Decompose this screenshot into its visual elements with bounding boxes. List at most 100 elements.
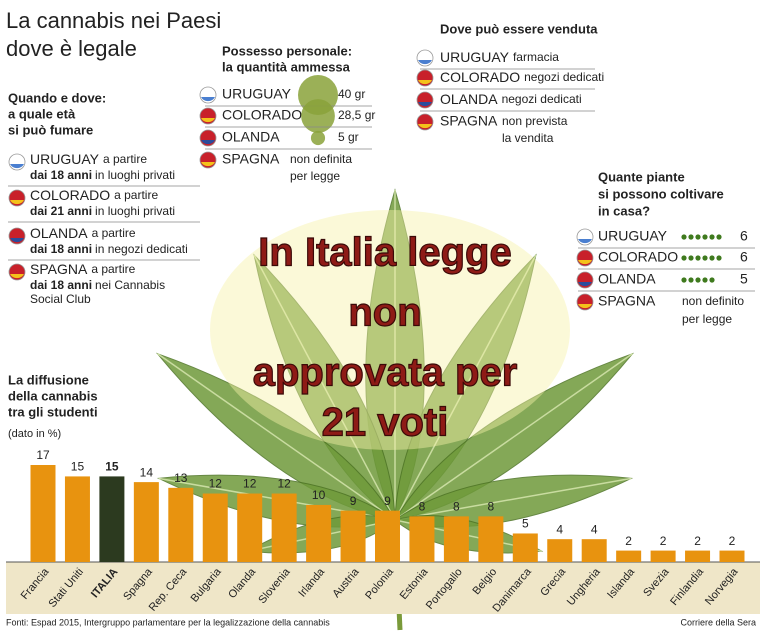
- plant-dot: [695, 255, 701, 261]
- row-line: dai 18 anni in negozi dedicati: [30, 242, 188, 256]
- value-label: 12: [243, 477, 257, 491]
- plant-dot: [688, 277, 694, 283]
- bar: [719, 550, 745, 562]
- leaflet-vein: [394, 477, 632, 521]
- country-name: URUGUAY: [440, 49, 510, 65]
- country-name: COLORADO: [30, 187, 110, 203]
- row-line: OLANDA negozi dedicati: [440, 91, 582, 107]
- row-line: COLORADO negozi dedicati: [440, 69, 604, 85]
- country-name: URUGUAY: [30, 151, 100, 167]
- amount-circle: [301, 99, 335, 133]
- value-label: 8: [488, 500, 495, 514]
- sale-where: farmacia: [513, 50, 559, 64]
- flag-band: [578, 260, 592, 265]
- bar: [581, 539, 607, 562]
- value-label: 4: [556, 522, 563, 536]
- section-heading: Dove può essere venduta: [440, 21, 598, 36]
- plant-dot: [709, 234, 715, 240]
- section-heading: Possesso personale:: [222, 43, 352, 58]
- bar: [478, 516, 504, 562]
- plant-dot: [709, 277, 715, 283]
- chart-title: La diffusione: [8, 372, 89, 387]
- row-line: OLANDA a partire: [30, 225, 136, 241]
- glow: [210, 210, 570, 450]
- row-line: dai 18 anni in luoghi privati: [30, 168, 175, 182]
- amount-label: 28,5 gr: [338, 108, 375, 122]
- country-name: SPAGNA: [30, 261, 88, 277]
- sale-where: non prevista: [502, 114, 568, 128]
- leaflet-vein: [394, 254, 537, 521]
- age-value: dai 18 anni: [30, 242, 92, 256]
- flag-band: [418, 80, 432, 85]
- credit: Corriere della Sera: [680, 617, 756, 627]
- bar: [237, 493, 263, 562]
- country-name: OLANDA: [440, 91, 498, 107]
- value-label: 12: [209, 477, 223, 491]
- bar: [168, 487, 194, 562]
- age-place: in luoghi privati: [95, 204, 175, 218]
- row-line: SPAGNA a partire: [30, 261, 136, 277]
- section-heading: Quante piante: [598, 169, 685, 184]
- age-place: Social Club: [30, 292, 91, 306]
- flag-band: [201, 162, 215, 167]
- value-label: 13: [174, 471, 188, 485]
- bar: [443, 516, 469, 562]
- bar: [547, 539, 573, 562]
- plant-dot: [716, 255, 722, 261]
- value-label: 4: [591, 522, 598, 536]
- plant-dot: [695, 234, 701, 240]
- country-name: COLORADO: [598, 249, 678, 265]
- age-text: a partire: [92, 226, 136, 240]
- row-line: COLORADO a partire: [30, 187, 158, 203]
- flag-band: [418, 124, 432, 129]
- label-band: [6, 562, 760, 614]
- plant-count: 6: [740, 249, 748, 265]
- plant-dot: [681, 234, 687, 240]
- sale-where: negozi dedicati: [502, 92, 582, 106]
- plant-dots: [681, 255, 722, 261]
- chart-title: della cannabis: [8, 388, 98, 403]
- value-label: 15: [105, 460, 119, 474]
- age-text: a partire: [91, 262, 135, 276]
- flag-band: [10, 164, 24, 169]
- plant-dot: [681, 255, 687, 261]
- country-name: OLANDA: [30, 225, 88, 241]
- value-label: 2: [694, 534, 701, 548]
- country-name: URUGUAY: [598, 228, 668, 244]
- bar: [99, 476, 125, 562]
- flag-band: [578, 282, 592, 287]
- section-heading: si può fumare: [8, 122, 93, 137]
- age-value: dai 18 anni: [30, 278, 92, 292]
- bar: [616, 550, 642, 562]
- value-label: 10: [312, 488, 326, 502]
- amount-label: 40 gr: [338, 87, 365, 101]
- leaflet-vein: [157, 353, 396, 521]
- leaflet-vein: [394, 353, 633, 521]
- value-label: 8: [453, 500, 460, 514]
- age-value: dai 21 anni: [30, 204, 92, 218]
- value-label: 2: [660, 534, 667, 548]
- headline: 21 voti: [322, 401, 449, 445]
- headline: approvata per: [253, 351, 518, 395]
- row-line: dai 18 anni nei Cannabis: [30, 278, 165, 292]
- bar: [271, 493, 297, 562]
- country-name: COLORADO: [222, 107, 302, 123]
- page-title: La cannabis nei Paesi: [6, 8, 221, 33]
- sale-where: la vendita: [502, 131, 554, 145]
- value-label: 2: [729, 534, 736, 548]
- flag-band: [10, 200, 24, 205]
- age-place: in negozi dedicati: [95, 242, 188, 256]
- value-label: 12: [277, 477, 291, 491]
- bar: [30, 465, 56, 562]
- row-line: dai 21 anni in luoghi privati: [30, 204, 175, 218]
- section-heading: Quando e dove:: [8, 90, 106, 105]
- section-heading: la quantità ammessa: [222, 59, 351, 74]
- value-label: 17: [36, 448, 50, 462]
- flag-band: [418, 60, 432, 65]
- country-name: SPAGNA: [598, 293, 656, 309]
- country-name: SPAGNA: [440, 113, 498, 129]
- note: non definito: [682, 294, 744, 308]
- source: Fonti: Espad 2015, Intergruppo parlament…: [6, 617, 330, 627]
- plant-dots: [681, 277, 715, 283]
- value-label: 8: [419, 500, 426, 514]
